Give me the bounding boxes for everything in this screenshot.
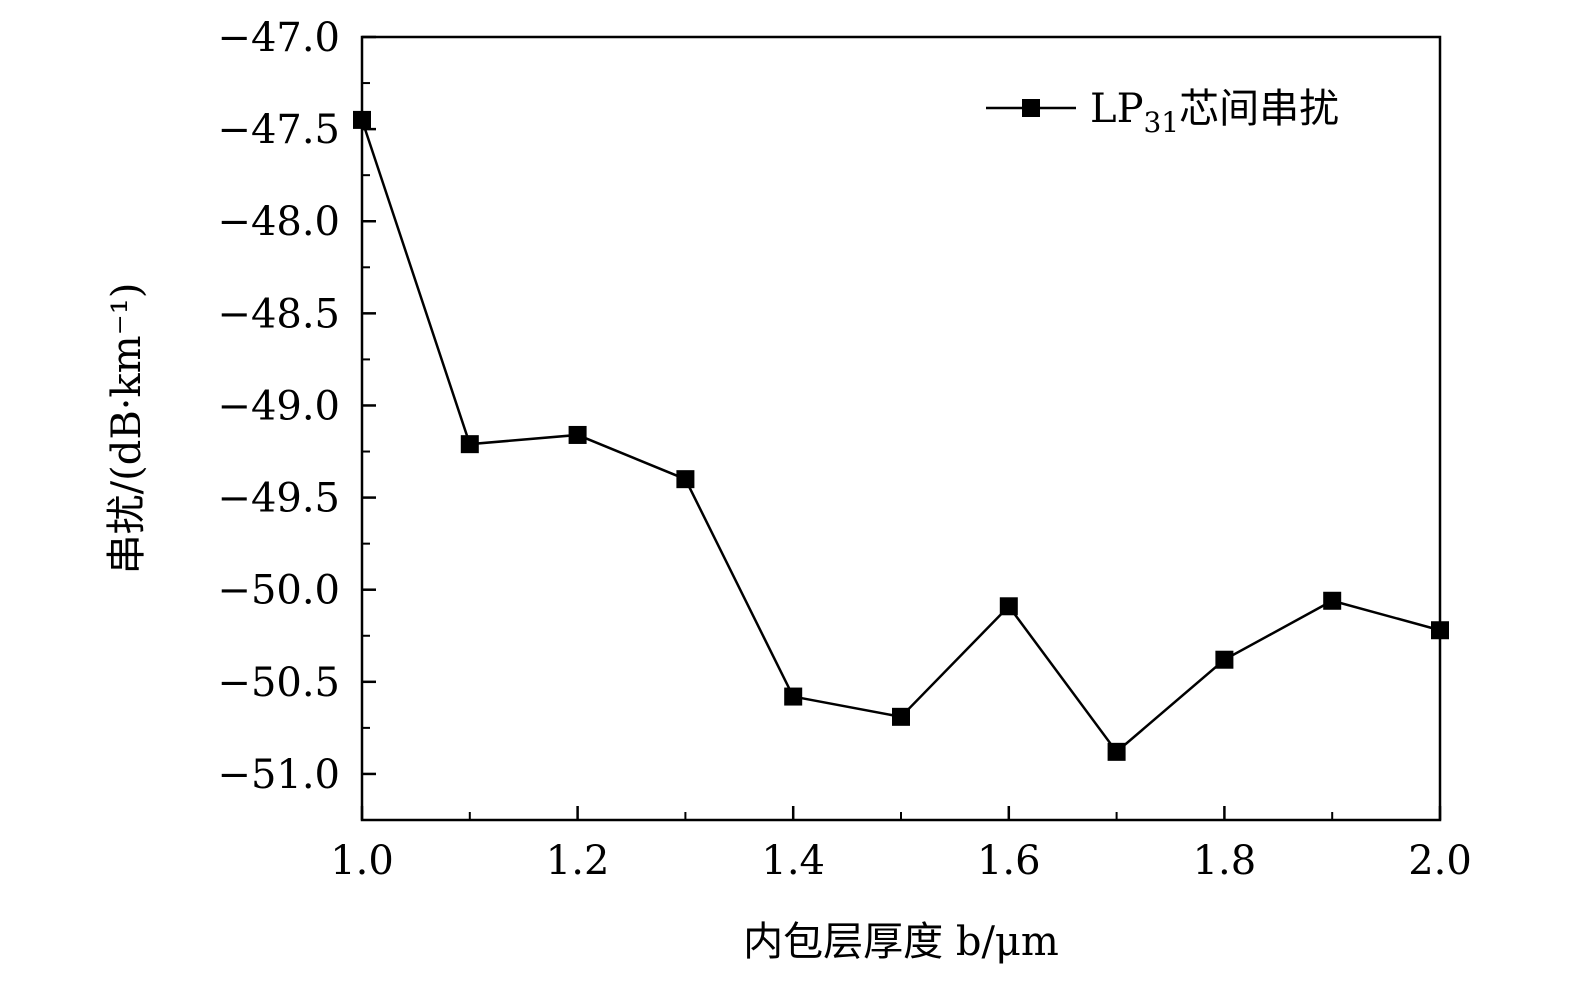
y-tick-label: −48.5 [217, 291, 340, 337]
x-axis-label: 内包层厚度 b/μm [743, 919, 1059, 965]
x-tick-label: 1.6 [977, 838, 1041, 884]
y-axis-label: 串扰/(dB·km⁻¹) [104, 283, 150, 575]
data-point-marker [353, 111, 371, 129]
data-point-marker [1323, 592, 1341, 610]
plot-frame [362, 37, 1440, 820]
data-point-marker [569, 426, 587, 444]
x-tick-label: 1.8 [1193, 838, 1257, 884]
legend-label-main: LP [1090, 86, 1143, 132]
y-tick-label: −47.0 [217, 15, 340, 61]
data-point-marker [1431, 621, 1449, 639]
legend-label-subscript: 31 [1143, 106, 1179, 139]
data-point-marker [461, 435, 479, 453]
y-tick-label: −50.5 [217, 660, 340, 706]
x-tick-label: 2.0 [1408, 838, 1472, 884]
legend-marker [1022, 99, 1040, 117]
y-tick-label: −48.0 [217, 199, 340, 245]
data-point-marker [1000, 597, 1018, 615]
data-point-marker [892, 708, 910, 726]
series-line [362, 120, 1440, 752]
x-axis-ticks: 1.0 1.2 1.4 1.6 1.8 2.0 [330, 806, 1472, 884]
data-point-marker [1108, 743, 1126, 761]
data-point-marker [784, 688, 802, 706]
y-tick-label: −49.0 [217, 383, 340, 429]
y-tick-label: −47.5 [217, 107, 340, 153]
y-tick-label: −50.0 [217, 568, 340, 614]
series-layer [353, 111, 1449, 761]
x-tick-label: 1.4 [761, 838, 825, 884]
y-axis-ticks: −47.0 −47.5 −48.0 −48.5 −49.0 −49.5 −50.0 −50.5… [217, 15, 376, 820]
data-point-marker [1215, 651, 1233, 669]
y-tick-label: −51.0 [217, 752, 340, 798]
y-tick-label: −49.5 [217, 476, 340, 522]
legend: LP31芯间串扰 [986, 86, 1339, 139]
data-point-marker [676, 470, 694, 488]
legend-label-tail: 芯间串扰 [1179, 86, 1339, 132]
x-tick-label: 1.2 [546, 838, 610, 884]
legend-label: LP31芯间串扰 [1090, 86, 1339, 139]
x-tick-label: 1.0 [330, 838, 394, 884]
